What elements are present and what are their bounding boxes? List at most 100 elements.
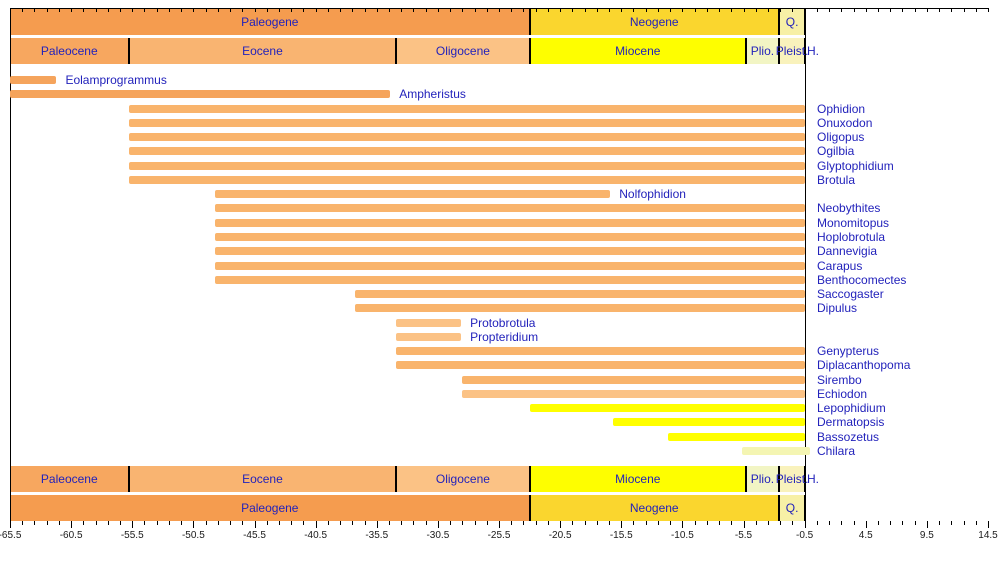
bottom-axis-tick [205,521,207,525]
bottom-axis-tick [792,521,794,525]
top-axis-tick [914,8,916,12]
bottom-axis-tick [535,521,537,525]
top-axis-tick [437,8,439,12]
genus-label: Propteridium [470,329,539,344]
top-axis-tick [975,8,977,12]
epoch-cell-miocene: Miocene [529,38,746,64]
top-axis-tick [572,8,574,12]
bottom-axis-tick [181,521,183,525]
genus-label: Bassozetus [817,429,880,444]
top-axis-tick [217,8,219,12]
bottom-axis-tick [425,521,427,525]
period-label: Neogene [629,15,679,29]
period-label: Q. [785,15,799,29]
holocene-label-bottom: H. [807,472,819,486]
genus-label: Saccogaster [817,287,884,302]
bottom-axis-tick [278,521,280,525]
bottom-axis-tick [511,521,513,525]
genus-range-bar [215,218,806,227]
top-axis-tick [486,8,488,12]
bottom-axis-tick [132,521,134,528]
axis-tick-label: -10.5 [670,530,694,541]
top-axis-tick [596,8,598,12]
top-axis-tick [107,8,109,12]
bottom-axis-tick [327,521,329,525]
top-axis-tick [853,8,855,12]
top-axis-tick [865,8,867,12]
chart-right-border [805,8,807,522]
bottom-axis-tick [804,521,806,528]
top-axis-tick [780,8,782,12]
top-axis-tick [388,8,390,12]
bottom-axis-tick [988,521,989,528]
top-axis-tick [95,8,97,12]
axis-tick-label: -5.5 [734,530,753,541]
top-axis-tick [633,8,635,12]
top-axis-tick [719,8,721,12]
period-label: Neogene [629,501,679,515]
top-axis-tick [364,8,366,12]
bottom-axis-tick [376,521,378,528]
top-axis-tick [168,8,170,12]
genus-range-bar [396,347,806,356]
bottom-axis-tick [83,521,85,525]
genus-label: Ampheristus [399,87,466,102]
top-axis-tick [511,8,513,12]
bottom-axis-tick [767,521,769,525]
period-label: Paleogene [241,501,299,515]
bottom-axis-tick [413,521,415,525]
period-cell-neogene: Neogene [529,9,779,35]
axis-tick-label: -50.5 [181,530,205,541]
epoch-label: Plio. [750,472,775,486]
bottom-axis-tick [609,521,611,525]
top-axis-tick [755,8,757,12]
epoch-label: Pleist. [775,44,809,58]
period-label: Q. [785,501,799,515]
axis-tick-label: -15.5 [609,530,633,541]
epoch-cell-paleocene: Paleocene [10,38,129,64]
period-cell-q: Q. [778,495,806,521]
top-axis-tick [254,8,256,12]
genus-label: Onuxodon [817,115,873,130]
top-axis-tick [963,8,965,12]
bottom-axis-tick [364,521,366,525]
top-axis-tick [181,8,183,12]
bottom-axis-tick [621,521,623,528]
genus-label: Hoplobrotula [817,229,886,244]
axis-tick-label: -55.5 [120,530,144,541]
bottom-axis-tick [303,521,305,525]
bottom-axis-tick [829,521,831,525]
bottom-axis-tick [890,521,892,525]
epoch-label: Oligocene [435,44,490,58]
top-axis-tick [340,8,342,12]
axis-tick-label: -60.5 [59,530,83,541]
axis-tick-label: 9.5 [919,530,934,541]
genus-label: Glyptophidium [817,158,894,173]
bottom-axis-tick [596,521,598,525]
genus-range-bar [462,389,806,398]
bottom-axis-tick [401,521,403,525]
genus-range-bar [10,90,391,99]
top-axis-tick [376,8,378,12]
top-axis-tick [10,8,11,12]
top-axis-tick [46,8,48,12]
bottom-axis-tick [694,521,696,525]
genus-label: Dipulus [817,301,858,316]
bottom-axis-tick [58,521,60,525]
holocene-label-top: H. [807,44,819,58]
genus-label: Oligopus [817,130,865,145]
epoch-label: Miocene [615,472,661,486]
top-axis-tick [205,8,207,12]
bottom-axis-tick [914,521,916,525]
genus-range-bar [10,76,57,84]
top-axis-tick [120,8,122,12]
genus-range-bar [215,247,806,256]
bottom-axis-tick [865,521,867,528]
top-axis-tick [535,8,537,12]
epoch-cell-oligocene: Oligocene [396,38,530,64]
bottom-axis-tick [46,521,48,525]
genus-label: Genypterus [817,344,880,359]
genus-range-bar [462,375,806,384]
bottom-axis-tick [352,521,354,525]
chart-left-border [10,8,11,522]
